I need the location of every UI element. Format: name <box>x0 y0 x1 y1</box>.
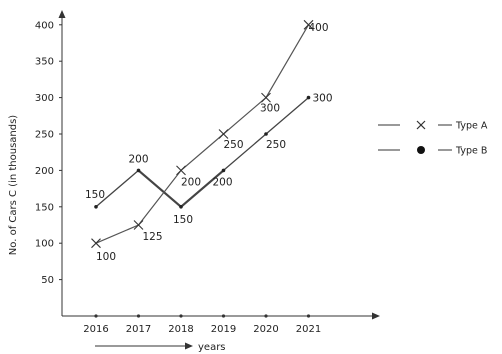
legend: Type A Type B <box>378 121 488 157</box>
data-label-type-a: 250 <box>223 139 243 151</box>
y-tick-label: 250 <box>35 130 54 141</box>
series-line-type-b <box>95 169 139 208</box>
point-type-a-cross-stroke <box>303 19 314 30</box>
y-tick-label: 100 <box>35 239 54 250</box>
x-axis-arrowhead <box>372 312 380 320</box>
point-type-b <box>179 205 183 209</box>
data-label-type-a: 300 <box>260 103 280 115</box>
series-group <box>91 19 314 249</box>
series-line-type-b <box>223 133 267 171</box>
data-label-type-b: 200 <box>128 153 148 165</box>
point-type-a-cross-stroke <box>91 238 101 249</box>
legend-label: Type B <box>455 146 487 157</box>
point-type-a <box>91 238 101 249</box>
data-label-type-b: 150 <box>85 189 105 201</box>
x-axis-title-arrowhead <box>185 342 193 350</box>
series-line-type-b <box>265 97 309 135</box>
x-tick-label: 2017 <box>126 324 151 335</box>
x-tick-dot <box>179 314 183 318</box>
point-type-a-cross-stroke <box>261 92 271 103</box>
point-type-b <box>94 205 98 209</box>
data-label-type-a: 400 <box>308 22 328 34</box>
y-tick-label: 350 <box>35 57 54 68</box>
y-tick-label: 150 <box>35 202 54 213</box>
x-axis-ticks: 2016 2017 2018 2019 2020 2021 <box>83 314 321 335</box>
data-label-type-a: 125 <box>142 231 162 243</box>
x-tick-dot <box>306 314 311 318</box>
x-tick-label: 2016 <box>83 324 108 335</box>
x-tick-dot <box>221 314 226 318</box>
y-tick-label: 200 <box>35 166 54 177</box>
point-type-a <box>218 129 229 139</box>
legend-cross-stroke <box>416 120 426 130</box>
point-type-a-cross-stroke <box>133 220 144 230</box>
data-label-type-b: 300 <box>312 93 332 105</box>
legend-label: Type A <box>455 121 488 132</box>
point-type-b <box>136 168 141 173</box>
x-tick-label: 2018 <box>168 324 193 335</box>
data-label-type-a: 100 <box>96 251 116 263</box>
series-line-type-b <box>137 169 182 208</box>
y-tick-label: 300 <box>35 93 54 104</box>
point-type-b <box>221 168 226 173</box>
series-line-type-b <box>180 169 225 208</box>
x-tick-label: 2020 <box>253 324 278 335</box>
point-type-a <box>303 19 314 30</box>
data-labels: 100 125 200 250 300 400 150 200 150 200 250 300 <box>85 22 333 263</box>
point-type-a <box>133 220 144 230</box>
point-type-a <box>261 92 271 103</box>
y-tick-label: 400 <box>35 20 54 31</box>
x-axis-title: years <box>95 342 226 353</box>
x-tick-dot <box>136 314 141 318</box>
point-type-b <box>306 95 311 100</box>
chart-axes <box>58 10 380 320</box>
data-label-type-b: 200 <box>212 176 232 188</box>
y-axis-arrowhead <box>58 10 66 18</box>
y-axis-ticks: 50 100 150 200 250 300 350 400 <box>35 20 62 286</box>
point-type-a-cross-stroke <box>176 165 186 176</box>
x-tick-label: 2019 <box>211 324 236 335</box>
y-axis-label: No. of Cars C (in thousands) <box>8 115 19 256</box>
x-tick-dot <box>94 314 98 318</box>
series-line-type-a <box>95 24 310 244</box>
legend-cross-icon <box>416 120 426 130</box>
x-tick-label: 2021 <box>296 324 321 335</box>
x-tick-dot <box>264 314 268 318</box>
x-axis-label: years <box>198 342 226 353</box>
data-label-type-b: 150 <box>173 214 193 226</box>
y-tick-label: 50 <box>41 275 54 286</box>
data-label-type-a: 200 <box>181 176 201 188</box>
point-type-a-cross-stroke <box>218 129 229 139</box>
data-label-type-b: 250 <box>266 139 286 151</box>
point-type-b <box>264 132 268 136</box>
legend-dot-icon <box>417 146 425 154</box>
point-type-a <box>176 165 186 176</box>
